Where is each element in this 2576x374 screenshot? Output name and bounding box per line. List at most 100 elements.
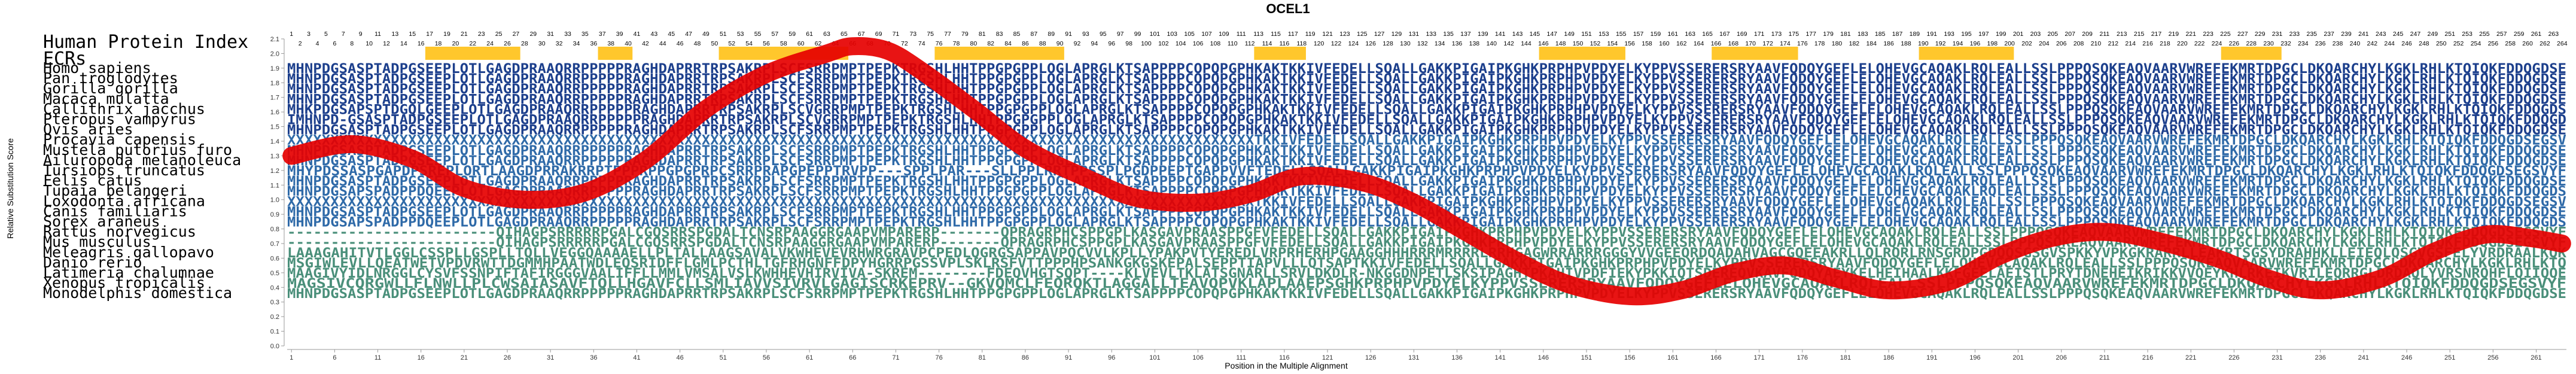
hpi-number: 245 (2393, 31, 2404, 38)
y-tick-label: 1.1 (270, 182, 279, 189)
hpi-number: 5 (324, 31, 328, 38)
hpi-number: 88 (1039, 40, 1046, 47)
hpi-number: 113 (1253, 31, 1263, 38)
hpi-number: 103 (1167, 31, 1177, 38)
species-sequence: MHNPDGSASPTADPGSEEPLOTLGAGDPRAAQRRPPPPPR… (287, 82, 2566, 97)
hpi-number: 98 (1125, 40, 1132, 47)
hpi-number: 128 (1383, 40, 1393, 47)
x-tick-label: 246 (2401, 354, 2412, 361)
hpi-number: 202 (2021, 40, 2032, 47)
hpi-number: 153 (1598, 31, 1609, 38)
species-label: Rattus norvegicus (43, 223, 196, 241)
x-tick-label: 6 (333, 354, 336, 361)
hpi-number: 17 (426, 31, 433, 38)
hpi-number: 238 (2333, 40, 2343, 47)
hpi-number: 240 (2350, 40, 2361, 47)
x-tick-label: 201 (2012, 354, 2023, 361)
y-tick-label: 0.0 (270, 343, 279, 350)
x-tick-label: 216 (2142, 354, 2153, 361)
x-tick-label: 21 (461, 354, 468, 361)
hpi-number: 220 (2177, 40, 2188, 47)
hpi-number: 69 (875, 31, 882, 38)
y-tick-label: 1.0 (270, 197, 279, 204)
human-protein-index-numbers: 1234567891011121314151617181920212223242… (290, 31, 2567, 47)
ecr-bar (1539, 47, 1625, 60)
species-label: Tursiops truncatus (43, 162, 205, 179)
x-tick-label: 251 (2444, 354, 2455, 361)
hpi-number: 6 (333, 40, 336, 47)
species-label: Xenopus tropicalis (43, 274, 205, 291)
x-tick-label: 221 (2185, 354, 2196, 361)
hpi-number: 72 (901, 40, 908, 47)
y-tick-label: 1.6 (270, 109, 279, 116)
hpi-number: 112 (1245, 40, 1255, 47)
hpi-number: 215 (2134, 31, 2145, 38)
hpi-number: 41 (634, 31, 641, 38)
hpi-number: 191 (1926, 31, 1937, 38)
hpi-number: 15 (409, 31, 416, 38)
hpi-number: 145 (1530, 31, 1540, 38)
chart-title: OCEL1 (1266, 1, 1310, 16)
ecr-bar (1254, 47, 1306, 60)
hpi-number: 207 (2065, 31, 2075, 38)
hpi-number: 209 (2082, 31, 2093, 38)
x-tick-label: 261 (2531, 354, 2541, 361)
y-tick-label: 0.2 (270, 314, 279, 321)
hpi-number: 13 (392, 31, 399, 38)
hpi-number: 177 (1805, 31, 1816, 38)
species-label: Ovis aries (43, 121, 133, 138)
x-tick-label: 86 (1022, 354, 1029, 361)
hpi-number: 29 (529, 31, 537, 38)
ecr-bar (2221, 47, 2282, 60)
y-tick-label: 0.5 (270, 270, 279, 277)
hpi-number: 59 (788, 31, 796, 38)
hpi-number: 75 (927, 31, 934, 38)
x-tick-label: 211 (2099, 354, 2110, 361)
species-label: Callithrix jacchus (43, 100, 205, 117)
hpi-number: 167 (1719, 31, 1730, 38)
hpi-number: 130 (1400, 40, 1411, 47)
hpi-number: 256 (2488, 40, 2499, 47)
x-axis-title: Position in the Multiple Alignment (1225, 361, 1348, 370)
x-tick-label: 206 (2056, 354, 2067, 361)
hpi-number: 258 (2505, 40, 2516, 47)
hpi-number: 111 (1237, 31, 1246, 38)
hpi-number: 246 (2401, 40, 2412, 47)
hpi-number: 251 (2444, 31, 2455, 38)
x-tick-label: 126 (1365, 354, 1376, 361)
hpi-number: 82 (987, 40, 994, 47)
hpi-number: 170 (1745, 40, 1756, 47)
hpi-number: 182 (1849, 40, 1860, 47)
hpi-number: 25 (495, 31, 503, 38)
x-tick-label: 186 (1883, 354, 1894, 361)
hpi-number: 87 (1031, 31, 1038, 38)
hpi-number: 235 (2306, 31, 2317, 38)
hpi-number: 53 (737, 31, 744, 38)
y-tick-label: 0.4 (270, 284, 279, 291)
x-tick-label: 106 (1192, 354, 1203, 361)
hpi-number: 65 (841, 31, 848, 38)
hpi-number: 48 (694, 40, 701, 47)
ecr-bar (1919, 47, 2014, 60)
hpi-number: 94 (1091, 40, 1098, 47)
ecr-bar (425, 47, 520, 60)
x-tick-label: 151 (1581, 354, 1592, 361)
x-tick-label: 111 (1236, 354, 1246, 361)
species-label: Procavia capensis (43, 131, 196, 148)
hpi-number: 174 (1780, 40, 1791, 47)
x-tick-label: 196 (1969, 354, 1980, 361)
hpi-number: 204 (2039, 40, 2050, 47)
hpi-number: 214 (2125, 40, 2136, 47)
hpi-number: 78 (953, 40, 960, 47)
hpi-number: 42 (642, 40, 649, 47)
hpi-number: 173 (1771, 31, 1782, 38)
hpi-number: 37 (599, 31, 606, 38)
hpi-number: 181 (1840, 31, 1851, 38)
x-tick-label: 71 (892, 354, 899, 361)
x-tick-label: 96 (1108, 354, 1115, 361)
hpi-number: 166 (1711, 40, 1722, 47)
hpi-number: 44 (659, 40, 666, 47)
hpi-number: 99 (1134, 31, 1141, 38)
